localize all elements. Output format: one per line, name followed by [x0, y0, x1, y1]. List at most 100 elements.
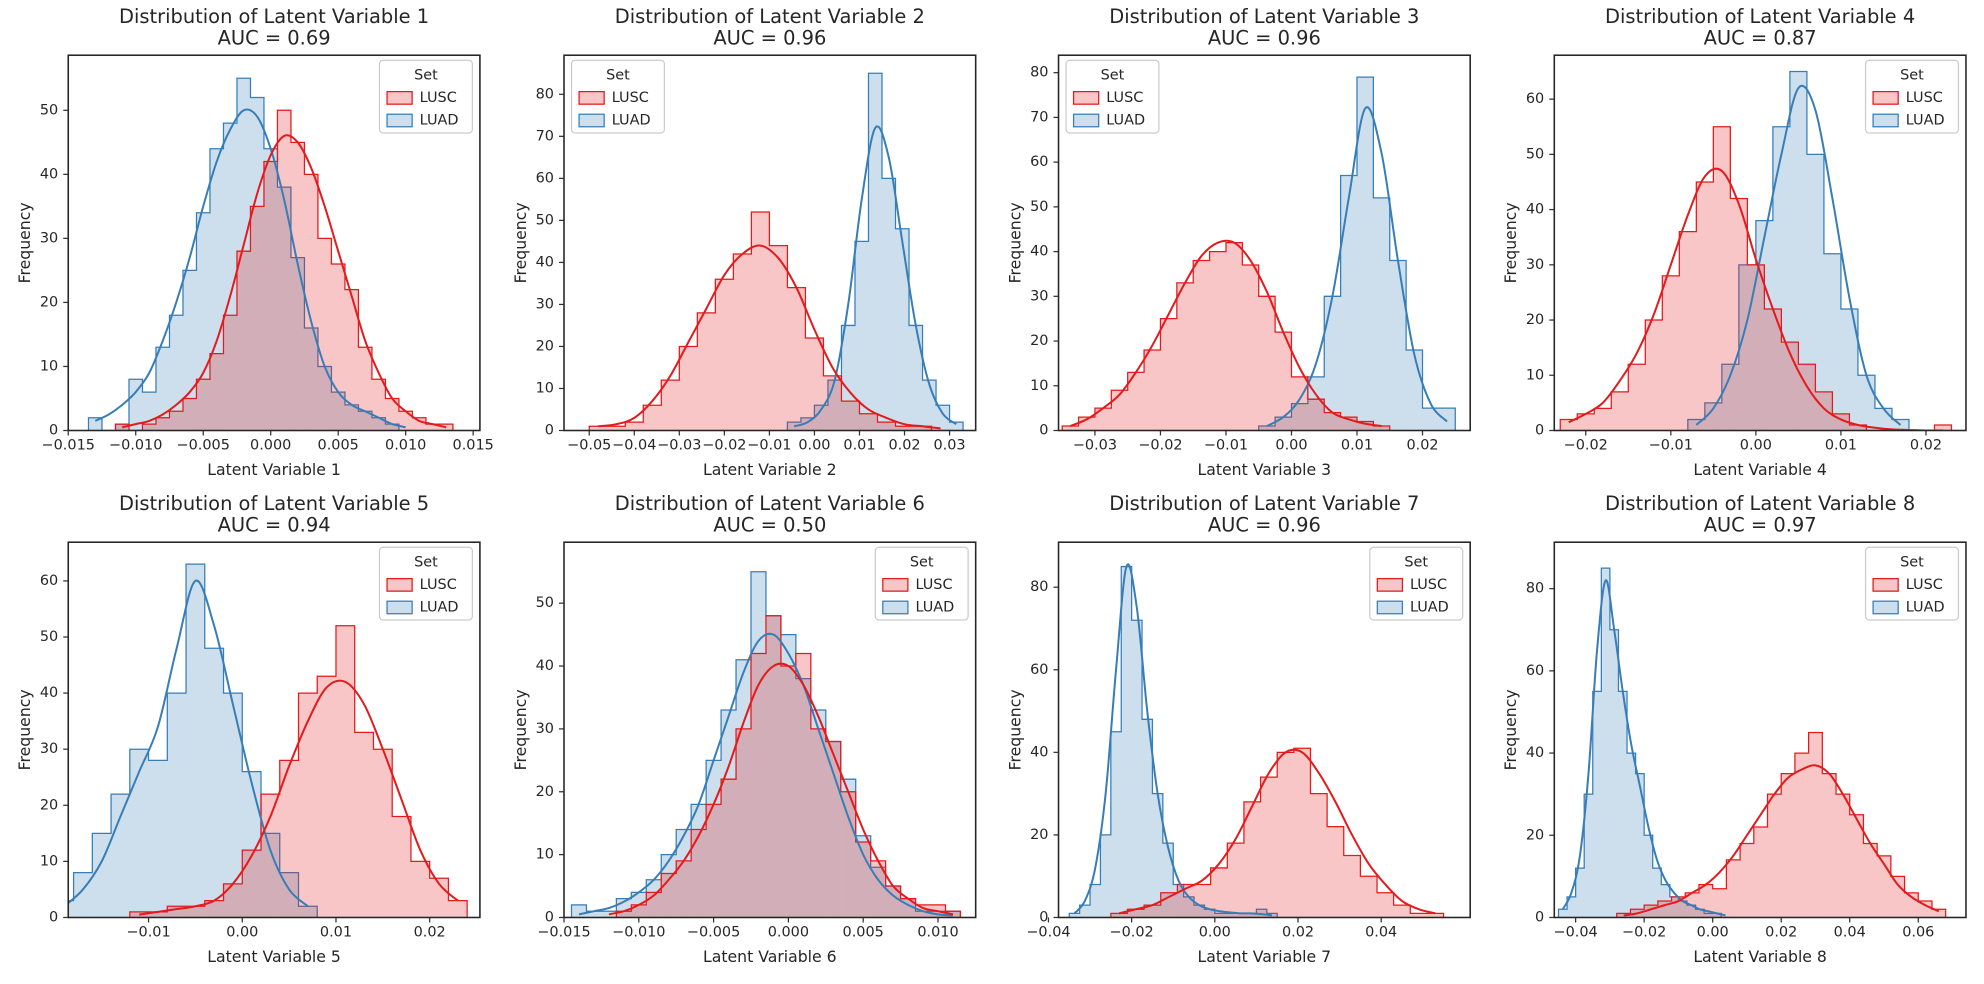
histogram-bar	[870, 867, 886, 918]
histogram-bar	[1645, 320, 1663, 431]
x-axis-label: Latent Variable 3	[1198, 460, 1332, 479]
chart-subtitle: AUC = 0.87	[1704, 26, 1817, 49]
histogram-bar	[1567, 896, 1576, 918]
legend: Set LUSC LUAD	[1864, 546, 1960, 621]
legend: Set LUSC LUAD	[874, 546, 969, 621]
plot-area	[588, 72, 964, 431]
histogram-bar	[840, 791, 856, 918]
histogram-bar	[167, 906, 187, 918]
chart-title: Distribution of Latent Variable 2	[615, 5, 925, 28]
histogram-bar	[277, 187, 291, 431]
histogram-bar	[661, 380, 680, 431]
y-tick-label: 20	[536, 338, 554, 354]
histogram-bar	[236, 251, 251, 431]
legend-swatch	[1872, 600, 1899, 615]
chart-title: Distribution of Latent Variable 4	[1605, 5, 1915, 28]
y-tick-label: 20	[1526, 312, 1544, 328]
legend-swatch	[1872, 90, 1899, 105]
histogram-bar	[1310, 793, 1328, 918]
y-tick-label: 40	[40, 166, 58, 182]
histogram-bar	[1225, 913, 1236, 918]
x-axis-label: Latent Variable 8	[1693, 947, 1827, 966]
histogram-bar	[1079, 905, 1091, 918]
histogram-bar	[448, 900, 468, 918]
y-tick-label: 10	[1526, 367, 1544, 383]
y-tick-label: 0	[49, 423, 58, 439]
histogram-bar	[715, 279, 734, 431]
histogram-bar	[1340, 175, 1357, 431]
histogram-bar	[290, 257, 305, 431]
axes-frame	[67, 54, 481, 432]
chart-subtitle: AUC = 0.94	[218, 513, 331, 536]
y-tick-label: 50	[1526, 146, 1544, 162]
histogram-bar	[1695, 909, 1705, 918]
histogram-bar	[697, 312, 716, 431]
histogram-bar	[1618, 691, 1628, 918]
histogram-bar	[1356, 77, 1374, 431]
histogram-bar	[148, 760, 168, 918]
histogram-bar	[868, 73, 882, 431]
x-tick-label: −0.04	[612, 438, 656, 454]
histogram-bar	[1635, 773, 1645, 918]
histogram-bar	[1806, 154, 1824, 431]
histogram-bar	[750, 653, 766, 918]
legend: Set LUSC LUAD	[1369, 546, 1464, 621]
x-tick-label: 0.01	[843, 438, 875, 454]
histogram-bar	[1558, 909, 1568, 918]
x-tick-label: 0.000	[250, 438, 291, 454]
y-tick-label: 0	[1535, 423, 1544, 439]
histogram-bar	[1277, 752, 1294, 918]
y-tick-label: 30	[1526, 257, 1544, 273]
x-tick-label: 0.005	[843, 925, 884, 941]
histogram-bar	[706, 804, 722, 918]
histogram-bar	[182, 398, 197, 431]
histogram-bar	[385, 424, 399, 431]
y-tick-label: 50	[40, 102, 58, 118]
histogram-bar	[1275, 332, 1292, 431]
y-axis-label: Frequency	[1501, 689, 1520, 770]
histogram-bar	[841, 325, 855, 431]
histogram-outline	[129, 625, 468, 918]
kde-curve	[68, 579, 309, 908]
legend-label: LUSC	[1410, 577, 1447, 593]
histogram-bar	[661, 854, 677, 918]
y-tick-label: 50	[536, 212, 554, 228]
y-tick-label: 40	[1030, 744, 1048, 760]
plot-area	[1061, 76, 1456, 431]
axes-frame	[67, 541, 481, 919]
histogram-bar	[1669, 896, 1679, 918]
histogram-bar	[290, 142, 305, 431]
histogram-bar	[331, 392, 345, 431]
y-tick-label: 80	[1030, 579, 1048, 595]
histogram-bar	[1815, 391, 1833, 431]
y-tick-label: 30	[1030, 288, 1048, 304]
x-tick-label: 0.02	[888, 438, 920, 454]
histogram-bar	[859, 413, 878, 431]
x-tick-label: −0.04	[1026, 925, 1070, 941]
histogram-bar	[1730, 198, 1748, 431]
histogram-bar	[751, 211, 770, 431]
histogram-bar	[1090, 884, 1101, 918]
histogram-bar	[885, 886, 901, 918]
histogram-bar	[167, 693, 187, 918]
x-tick-label: 0.02	[1282, 925, 1314, 941]
y-tick-label: 40	[536, 254, 554, 270]
histogram-bar	[945, 911, 961, 918]
y-tick-label: 50	[1030, 199, 1048, 215]
histogram-bar	[1324, 296, 1341, 431]
histogram-bar	[823, 375, 842, 431]
x-tick-label: 0.04	[1365, 925, 1397, 941]
histogram-bar	[1293, 748, 1311, 918]
y-tick-label: 70	[1030, 109, 1048, 125]
legend-title: Set	[1404, 554, 1428, 570]
histogram-bar	[1183, 896, 1195, 918]
y-tick-label: 10	[1030, 378, 1048, 394]
x-axis-label: Latent Variable 5	[207, 947, 341, 966]
legend-swatch	[386, 600, 413, 615]
histogram-bar	[209, 353, 224, 431]
y-tick-label: 0	[1039, 909, 1048, 925]
histogram-bar	[769, 245, 788, 431]
y-tick-label: 20	[536, 784, 554, 800]
histogram-bar	[706, 760, 722, 918]
histogram-bar	[263, 148, 278, 431]
